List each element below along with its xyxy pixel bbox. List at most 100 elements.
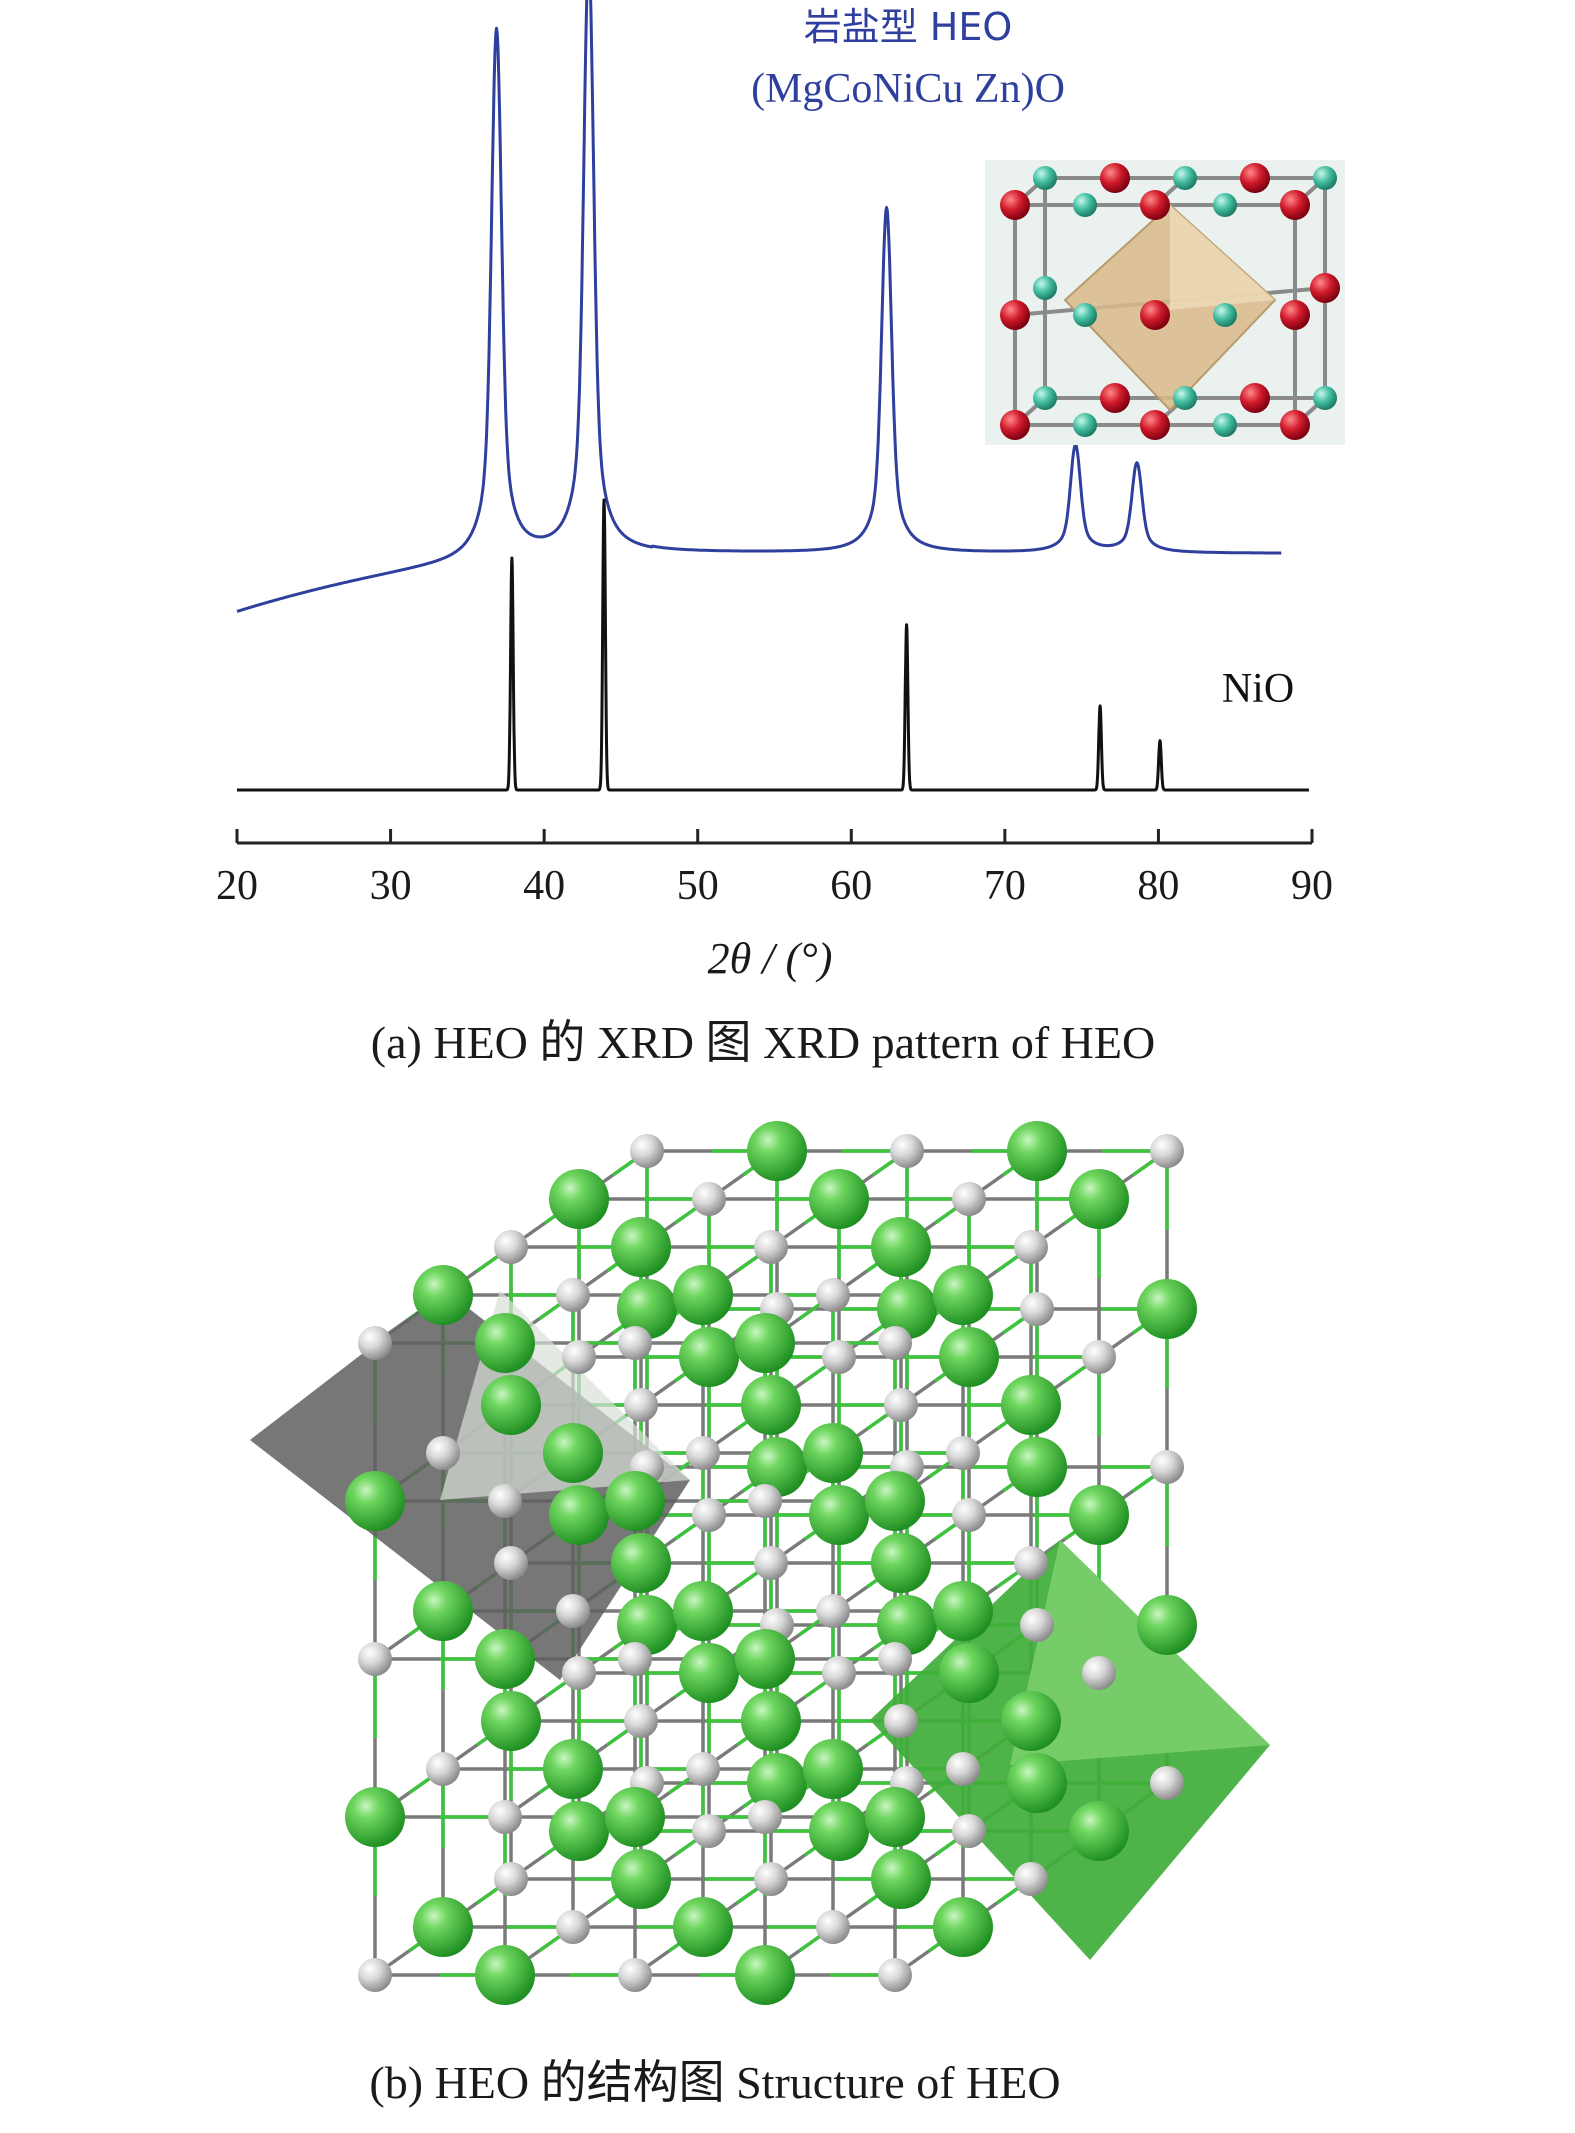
inset-metal-atom [1213, 303, 1237, 327]
oxygen-atom [1082, 1656, 1116, 1690]
oxygen-atom [816, 1594, 850, 1628]
metal-atom [673, 1581, 733, 1641]
metal-atom [939, 1327, 999, 1387]
inset-oxygen-atom [1000, 300, 1030, 330]
heo-label-line2: (MgCoNiCu Zn)O [751, 66, 1065, 112]
oxygen-atom [1150, 1766, 1184, 1800]
metal-atom [543, 1739, 603, 1799]
heo-label-line1: 岩盐型 HEO [804, 5, 1013, 49]
metal-atom [747, 1753, 807, 1813]
metal-atom [871, 1217, 931, 1277]
oxygen-atom [556, 1278, 590, 1312]
oxygen-atom [692, 1814, 726, 1848]
inset-oxygen-atom [1140, 190, 1170, 220]
oxygen-atom [618, 1642, 652, 1676]
oxygen-atom [1150, 1450, 1184, 1484]
metal-atom [1007, 1121, 1067, 1181]
oxygen-atom [946, 1752, 980, 1786]
oxygen-atom [426, 1752, 460, 1786]
oxygen-atom [556, 1594, 590, 1628]
inset-metal-atom [1173, 386, 1197, 410]
oxygen-atom [686, 1752, 720, 1786]
oxygen-atom [952, 1814, 986, 1848]
metal-atom [865, 1787, 925, 1847]
inset-oxygen-atom [1100, 383, 1130, 413]
inset-oxygen-atom [1140, 410, 1170, 440]
oxygen-atom [748, 1800, 782, 1834]
oxygen-atom [494, 1862, 528, 1896]
metal-atom [673, 1265, 733, 1325]
inset-metal-atom [1173, 166, 1197, 190]
inset-oxygen-atom [1240, 163, 1270, 193]
oxygen-atom [494, 1546, 528, 1580]
metal-atom [871, 1533, 931, 1593]
oxygen-atom [618, 1326, 652, 1360]
metal-atom [735, 1629, 795, 1689]
oxygen-atom [692, 1182, 726, 1216]
oxygen-atom [686, 1436, 720, 1470]
oxygen-atom [358, 1642, 392, 1676]
oxygen-atom [556, 1910, 590, 1944]
metal-atom [933, 1897, 993, 1957]
metal-atom [605, 1787, 665, 1847]
inset-metal-atom [1033, 276, 1057, 300]
oxygen-atom [748, 1484, 782, 1518]
metal-atom [809, 1801, 869, 1861]
metal-atom [617, 1279, 677, 1339]
oxygen-atom [952, 1182, 986, 1216]
metal-atom [673, 1897, 733, 1957]
xrd-chart: 20 30 40 50 60 70 80 90 2θ / (°) 岩盐型 HEO (MgCoN… [216, 0, 1345, 983]
metal-atom [611, 1533, 671, 1593]
metal-atom [611, 1849, 671, 1909]
inset-metal-atom [1033, 386, 1057, 410]
metal-atom [679, 1643, 739, 1703]
metal-atom [933, 1581, 993, 1641]
metal-atom [803, 1423, 863, 1483]
oxygen-atom [1082, 1340, 1116, 1374]
heo-xrd-pattern-line [236, 0, 1282, 613]
oxygen-atom [562, 1340, 596, 1374]
oxygen-atom [822, 1340, 856, 1374]
inset-oxygen-atom [1140, 300, 1170, 330]
oxygen-atom [562, 1656, 596, 1690]
lattice-atoms [345, 1121, 1197, 2005]
metal-atom [939, 1643, 999, 1703]
inset-metal-atom [1073, 193, 1097, 217]
oxygen-atom [1150, 1134, 1184, 1168]
metal-atom [475, 1313, 535, 1373]
oxygen-atom [754, 1230, 788, 1264]
oxygen-atom [822, 1656, 856, 1690]
x-tick-label: 70 [984, 863, 1026, 909]
metal-atom [605, 1471, 665, 1531]
metal-atom [1001, 1375, 1061, 1435]
x-axis-label: 2θ / (°) [708, 934, 833, 983]
oxygen-atom [946, 1436, 980, 1470]
rock-salt-unit-cell-icon [985, 160, 1345, 445]
nio-label: NiO [1222, 666, 1294, 712]
nio-xrd-pattern-line [235, 498, 1311, 792]
inset-oxygen-atom [1100, 163, 1130, 193]
inset-metal-atom [1033, 166, 1057, 190]
metal-atom [345, 1471, 405, 1531]
x-tick-label: 80 [1137, 863, 1179, 909]
octahedron-green-face [1010, 1540, 1270, 1765]
metal-atom [475, 1629, 535, 1689]
x-tick-label: 30 [370, 863, 412, 909]
metal-atom [679, 1327, 739, 1387]
oxygen-atom [1020, 1608, 1054, 1642]
oxygen-atom [754, 1862, 788, 1896]
oxygen-atom [878, 1642, 912, 1676]
inset-metal-atom [1313, 166, 1337, 190]
x-tick-label: 90 [1291, 863, 1333, 909]
metal-atom [741, 1375, 801, 1435]
metal-atom [413, 1265, 473, 1325]
metal-atom [735, 1313, 795, 1373]
oxygen-atom [816, 1278, 850, 1312]
inset-oxygen-atom [1000, 410, 1030, 440]
rock-salt-lattice-with-octahedra [250, 1121, 1270, 2005]
metal-atom [747, 1121, 807, 1181]
oxygen-atom [878, 1958, 912, 1992]
metal-atom [549, 1169, 609, 1229]
metal-atom [741, 1691, 801, 1751]
metal-atom [617, 1595, 677, 1655]
